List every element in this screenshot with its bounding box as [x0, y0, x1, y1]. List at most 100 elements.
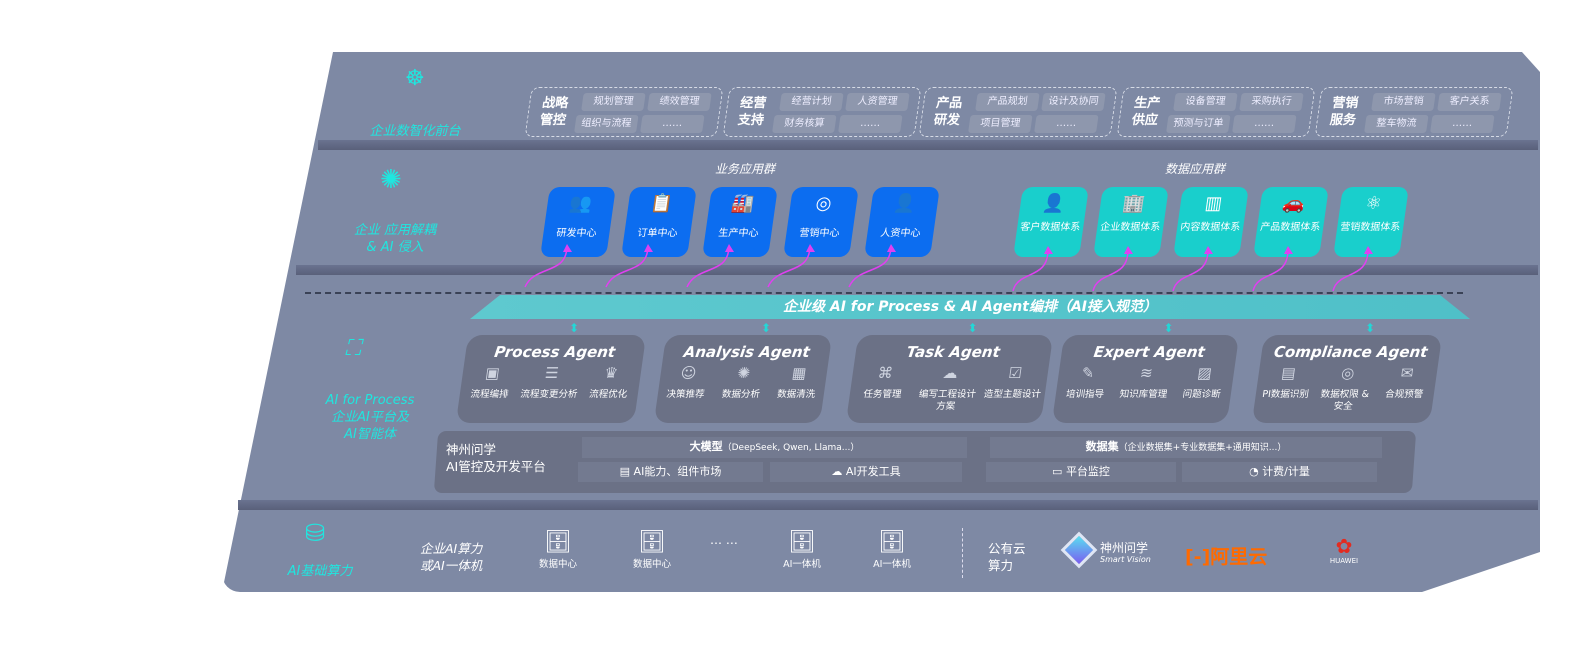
agent-card[interactable]: Compliance Agent ▤ PI数据识别 ◎ 数据权限 & 安全 ✉ 合规预警 [1251, 335, 1443, 423]
arrowhead [887, 244, 896, 252]
aliyun-logo: [-]阿里云 [1185, 546, 1268, 568]
divider [238, 500, 1538, 510]
component-market[interactable]: ▤ AI能力、组件市场 [578, 462, 763, 482]
agent-card[interactable]: Process Agent ▣ 流程编排 ☰ 流程变更分析 ♛ 流程优化 [455, 335, 647, 423]
molecule-icon: ✺ [380, 165, 402, 195]
capability-icon: ☺ [679, 364, 698, 382]
capability-icon: ▤ [1280, 364, 1297, 382]
connector-arrow [1172, 249, 1209, 292]
billing[interactable]: ◔ 计费/计量 [1182, 462, 1377, 482]
down-arrow-icon: ⬍ [967, 321, 978, 335]
agent-capability[interactable]: ✉ 合规预警 [1372, 364, 1437, 413]
agent-capability[interactable]: ⌘ 任务管理 [848, 364, 919, 413]
down-arrow-icon: ⬍ [1163, 321, 1174, 335]
agent-name: Analysis Agent [682, 343, 812, 361]
data-apps-title: 数据应用群 [1164, 162, 1225, 176]
agent-name: Compliance Agent [1272, 343, 1429, 361]
divider [962, 528, 963, 578]
compute-node: 🗄 AI一体机 [772, 530, 832, 570]
agent-capability[interactable]: ≋ 知识库管理 [1114, 364, 1177, 401]
dashed-separator [305, 292, 1463, 294]
shenzhou-en: Smart Vision [1100, 555, 1151, 564]
dev-tools[interactable]: ☁ AI开发工具 [770, 462, 962, 482]
connector-arrow [767, 247, 811, 288]
agent-card[interactable]: Expert Agent ✎ 培训指导 ≋ 知识库管理 ▨ 问题诊断 [1051, 335, 1240, 423]
capability-icon: ≋ [1138, 364, 1154, 382]
monitor-icon: ▭ [1052, 465, 1066, 478]
layer-ai-label: AI for Process 企业AI平台及 AI智能体 [325, 393, 415, 442]
gauge-icon: ◔ [1249, 465, 1263, 478]
orchestration-band: 企业级 AI for Process & AI Agent编排（AI接入规范） [470, 295, 1470, 319]
connector-arrow [605, 247, 649, 288]
down-arrow-icon: ⬍ [1365, 321, 1376, 335]
down-arrow-icon: ⬍ [761, 321, 772, 335]
arrowhead [806, 244, 815, 252]
capability-icon: ⌘ [876, 364, 895, 382]
capability-icon: ☰ [543, 364, 560, 382]
capability-icon: ✺ [736, 364, 752, 382]
agent-capability[interactable]: ☁ 编写工程设计方案 [913, 364, 984, 413]
server-icon: 🗄 [788, 530, 816, 555]
agent-capability[interactable]: ☑ 造型主题设计 [978, 364, 1049, 413]
connector-arrow [524, 247, 568, 288]
compute-node: 🗄 数据中心 [528, 530, 588, 570]
agent-capability[interactable]: ▨ 问题诊断 [1172, 364, 1235, 401]
agent-capability[interactable]: ☺ 决策推荐 [657, 364, 717, 401]
arrowhead [1044, 246, 1053, 254]
agent-capability[interactable]: ▣ 流程编排 [459, 364, 523, 401]
layer-decouple-label: 企业 应用解耦 & AI 侵入 [353, 223, 437, 255]
connector-arrow [1092, 249, 1129, 292]
capability-icon: ☁ [941, 364, 960, 382]
ellipsis: … … [710, 533, 738, 547]
server-icon: 🗄 [638, 530, 666, 555]
arrowhead [644, 244, 653, 252]
capability-icon: ▦ [790, 364, 808, 382]
capability-icon: ☑ [1007, 364, 1024, 382]
agent-capability[interactable]: ▤ PI数据识别 [1254, 364, 1319, 413]
divider [296, 265, 1538, 275]
platform-monitor[interactable]: ▭ 平台监控 [986, 462, 1176, 482]
platform-title: 神州问学 AI管控及开发平台 [446, 442, 546, 474]
agent-capability[interactable]: ☰ 流程变更分析 [519, 364, 583, 401]
connector-arrow [1012, 249, 1049, 292]
business-apps-title: 业务应用群 [714, 162, 775, 176]
agent-capability[interactable]: ✎ 培训指导 [1055, 364, 1118, 401]
connector-arrow [1332, 249, 1369, 292]
connector-arrow [848, 247, 892, 288]
capability-icon: ✎ [1080, 364, 1096, 382]
connector-arrow [1252, 249, 1289, 292]
database-icon: ⛁ [305, 519, 326, 547]
connector-arrow [686, 247, 730, 288]
capability-icon: ▣ [484, 364, 501, 382]
down-arrow-icon: ⬍ [569, 321, 580, 335]
user-scan-icon: ⛶ [345, 336, 361, 361]
enterprise-compute-label: 企业AI算力 或AI一体机 [420, 541, 483, 573]
agent-capability[interactable]: ◎ 数据权限 & 安全 [1313, 364, 1378, 413]
agent-capability[interactable]: ✺ 数据分析 [713, 364, 773, 401]
devtool-icon: ☁ [831, 465, 846, 478]
agent-capability[interactable]: ♛ 流程优化 [578, 364, 642, 401]
agent-capability[interactable]: ▦ 数据清洗 [768, 364, 828, 401]
arrowhead [563, 244, 572, 252]
server-icon: 🗄 [544, 530, 572, 555]
compute-node: 🗄 AI一体机 [862, 530, 922, 570]
divider [318, 140, 1538, 150]
layer-compute-label: AI基础算力 [287, 564, 353, 579]
agent-name: Process Agent [493, 343, 617, 361]
agent-card[interactable]: Analysis Agent ☺ 决策推荐 ✺ 数据分析 ▦ 数据清洗 [653, 335, 833, 423]
arrowhead [1364, 246, 1373, 254]
arrowhead [725, 244, 734, 252]
layer-front-label: 企业数智化前台 [369, 124, 461, 139]
capability-icon: ◎ [1340, 364, 1356, 382]
capability-icon: ▨ [1196, 364, 1214, 382]
arrowhead [1204, 246, 1213, 254]
agent-card[interactable]: Task Agent ⌘ 任务管理 ☁ 编写工程设计方案 ☑ 造型主题设计 [845, 335, 1054, 423]
server-icon: 🗄 [878, 530, 906, 555]
compute-node: 🗄 数据中心 [622, 530, 682, 570]
arrowhead [1284, 246, 1293, 254]
market-icon: ▤ [619, 465, 634, 478]
agent-name: Expert Agent [1092, 343, 1207, 361]
capability-icon: ♛ [603, 364, 620, 382]
llm-bar: 大模型（DeepSeek, Qwen, Llama...） [582, 437, 967, 458]
